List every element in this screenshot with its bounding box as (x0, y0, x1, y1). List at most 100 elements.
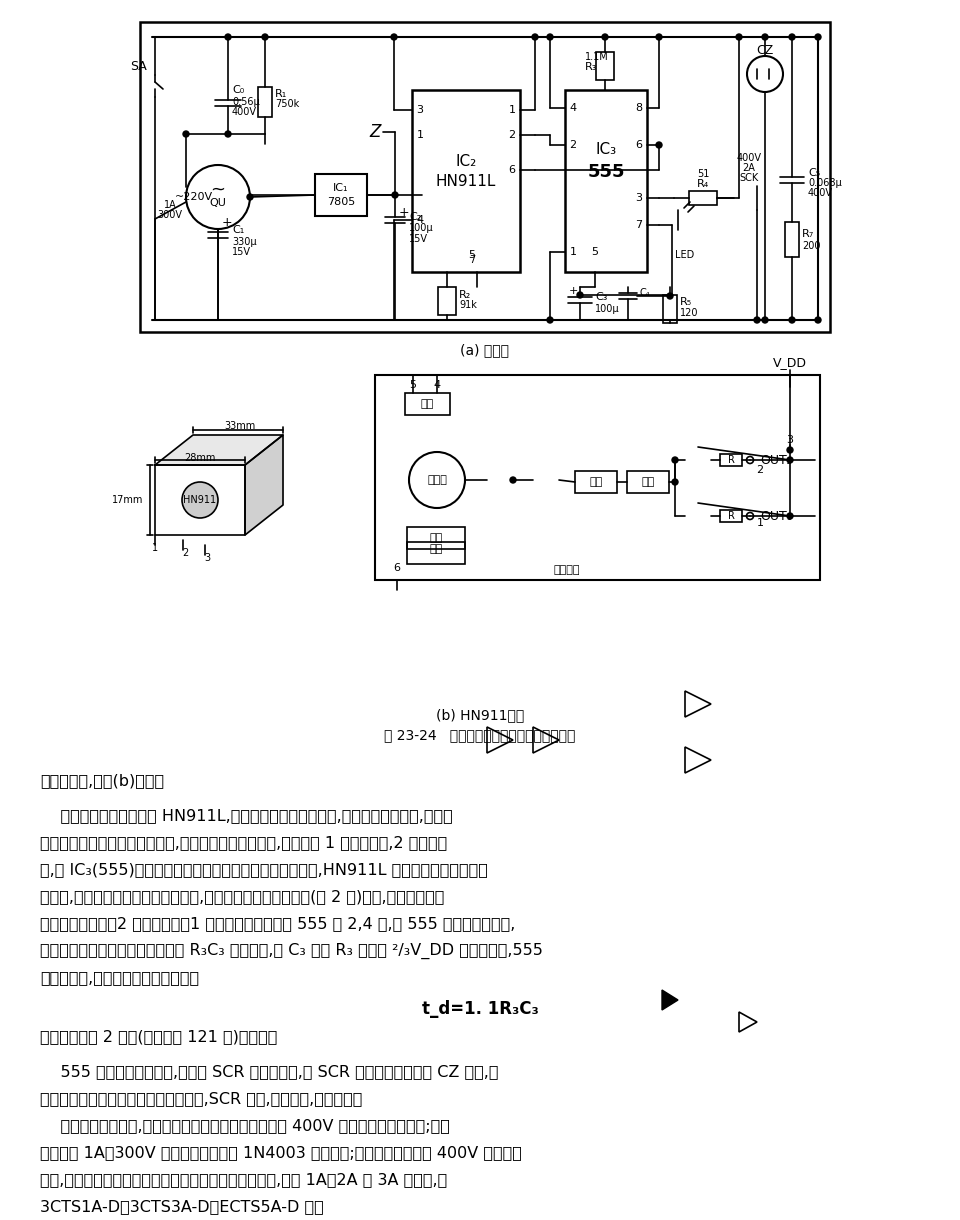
Text: IC₃: IC₃ (595, 143, 616, 157)
Text: (a) 电路图: (a) 电路图 (461, 343, 510, 357)
Text: 定时控制开始。定时的长短取决于 R₃C₃ 时间常数,当 C₃ 通过 R₃ 充电到 ²/₃V_DD 复位电平时,555: 定时控制开始。定时的长短取决于 R₃C₃ 时间常数,当 C₃ 通过 R₃ 充电到… (40, 943, 542, 959)
Text: 1: 1 (569, 246, 577, 257)
Circle shape (392, 192, 398, 198)
Text: C₂: C₂ (409, 212, 421, 222)
Circle shape (815, 34, 821, 40)
Circle shape (547, 317, 553, 323)
Bar (375, 375, 820, 580)
Circle shape (787, 512, 793, 518)
Circle shape (532, 34, 538, 40)
Circle shape (225, 131, 231, 137)
Circle shape (762, 317, 768, 323)
Bar (627, 471, 669, 493)
Text: 7: 7 (468, 255, 475, 265)
Text: C₄: C₄ (640, 288, 651, 298)
Text: +: + (222, 216, 232, 228)
Text: 于其上的电器或设备通电运行。定时到,SCR 截止,插座无电,停止运行。: 于其上的电器或设备通电运行。定时到,SCR 截止,插座无电,停止运行。 (40, 1091, 362, 1107)
Text: 延时: 延时 (641, 477, 655, 487)
Text: 17mm: 17mm (111, 495, 143, 505)
Text: 本电路中采用微功耗型 HN911L,它在结构上进行了微型化,在电路技术性能上,抗干扰: 本电路中采用微功耗型 HN911L,它在结构上进行了微型化,在电路技术性能上,抗… (40, 808, 453, 824)
Text: 555 在输出高电平期间,可控硅 SCR 被触发导通,与 SCR 相串接的电源插座 CZ 得电,插: 555 在输出高电平期间,可控硅 SCR 被触发导通,与 SCR 相串接的电源插… (40, 1064, 498, 1080)
Text: 7805: 7805 (326, 196, 355, 207)
Text: 33mm: 33mm (225, 421, 255, 431)
Bar (140, 22, 830, 332)
Text: V_DD: V_DD (773, 356, 807, 370)
Text: 400V: 400V (736, 152, 761, 163)
Circle shape (787, 458, 793, 464)
Circle shape (547, 34, 553, 40)
Text: 传感器: 传感器 (427, 475, 447, 486)
Text: 温度: 温度 (429, 533, 443, 543)
Circle shape (736, 34, 742, 40)
Text: R₇: R₇ (802, 229, 814, 239)
Circle shape (391, 34, 397, 40)
Text: 5: 5 (591, 246, 598, 257)
Text: 4: 4 (417, 215, 423, 224)
Text: OUT₂: OUT₂ (760, 454, 792, 466)
Text: 1: 1 (417, 131, 423, 140)
Text: 100μ: 100μ (409, 223, 434, 233)
Text: 信号处理: 信号处理 (554, 565, 580, 575)
Text: 3CTS1A-D、3CTS3A-D、ECTS5A-D 等。: 3CTS1A-D、3CTS3A-D、ECTS5A-D 等。 (40, 1199, 324, 1214)
Text: 28mm: 28mm (184, 453, 216, 464)
Text: R₂: R₂ (459, 290, 471, 300)
Circle shape (602, 34, 608, 40)
Text: +: + (568, 285, 578, 296)
Bar (407, 527, 465, 549)
Bar (663, 295, 677, 323)
Circle shape (577, 292, 583, 298)
Bar (596, 52, 614, 81)
Circle shape (754, 317, 760, 323)
Circle shape (672, 479, 678, 486)
Text: 2A: 2A (743, 163, 756, 173)
Bar (407, 542, 465, 564)
Text: 7: 7 (636, 220, 642, 231)
Text: 330μ: 330μ (232, 237, 256, 246)
Bar (412, 90, 520, 272)
Text: 4: 4 (433, 379, 441, 390)
Text: 0.068μ: 0.068μ (808, 178, 842, 188)
Circle shape (510, 477, 516, 483)
Text: R₅: R₅ (680, 296, 692, 307)
Bar (315, 174, 367, 216)
Text: 750k: 750k (275, 99, 300, 109)
Text: 器应选用 1A、300V 的全桥或使用四支 1N4003 进行组装;可控硅可选用耐压 400V 以上的双: 器应选用 1A、300V 的全桥或使用四支 1N4003 进行组装;可控硅可选用… (40, 1146, 522, 1160)
Text: SCK: SCK (739, 173, 758, 183)
Text: 1: 1 (509, 105, 516, 115)
Text: R: R (728, 455, 734, 465)
Bar (575, 471, 617, 493)
Text: 1: 1 (756, 518, 763, 528)
Text: IC₂: IC₂ (455, 155, 476, 170)
Text: 8: 8 (636, 102, 642, 113)
Text: 2: 2 (756, 465, 763, 475)
Text: R: R (728, 511, 734, 521)
Circle shape (789, 34, 795, 40)
Text: R₃: R₃ (585, 62, 597, 72)
Text: 4: 4 (569, 102, 577, 113)
Text: HN911: HN911 (183, 495, 217, 505)
Bar (720, 510, 742, 522)
Text: 120: 120 (680, 307, 699, 318)
Text: 91k: 91k (459, 300, 477, 310)
Text: 向硅,其导通电流大小或型号应视插座上所接设备的容量,选用 1A、2A 或 3A 的器件,如: 向硅,其导通电流大小或型号应视插座上所接设备的容量,选用 1A、2A 或 3A … (40, 1172, 447, 1187)
Polygon shape (662, 989, 678, 1010)
Bar (689, 192, 717, 205)
Text: 增益: 增益 (420, 399, 434, 409)
Circle shape (762, 34, 768, 40)
Circle shape (247, 194, 253, 200)
Text: 补偿: 补偿 (429, 544, 443, 554)
Text: R₁: R₁ (275, 89, 287, 99)
Circle shape (815, 317, 821, 323)
Text: 15V: 15V (409, 234, 428, 244)
Text: SA: SA (131, 61, 147, 73)
Text: (b) HN911模块: (b) HN911模块 (436, 708, 524, 722)
Bar (785, 222, 799, 257)
Text: t_d=1. 1R₃C₃: t_d=1. 1R₃C₃ (421, 1000, 539, 1019)
Text: 输出电路等,如图(b)所示。: 输出电路等,如图(b)所示。 (40, 773, 164, 788)
Text: 1: 1 (152, 543, 158, 553)
Text: ~: ~ (210, 181, 226, 199)
Text: ~220V: ~220V (175, 192, 213, 203)
Text: LED: LED (675, 250, 694, 260)
Circle shape (225, 34, 231, 40)
Circle shape (183, 131, 189, 137)
